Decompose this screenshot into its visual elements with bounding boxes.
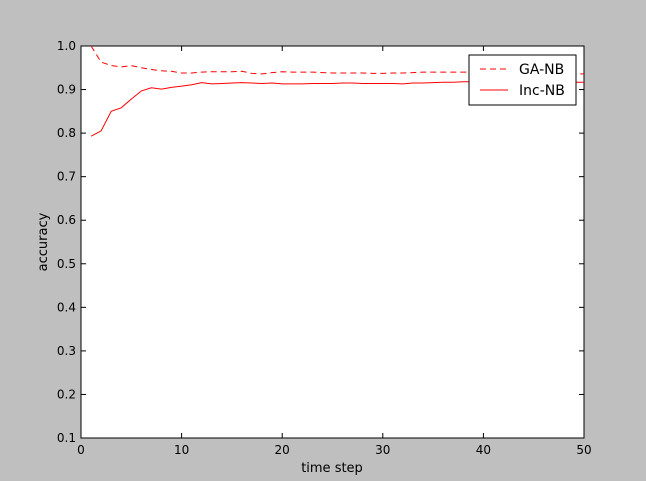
chart-figure: 0 10 20 30 40 50 0.1 0.2 0.3 0.4 0.5 0.6 0.7 0.8 0.9 1.… bbox=[4, 4, 642, 481]
y-tick-label: 0.3 bbox=[57, 344, 76, 358]
y-tick-label: 0.2 bbox=[57, 387, 76, 401]
legend: GA-NB Inc-NB bbox=[468, 54, 577, 106]
legend-box bbox=[468, 54, 577, 106]
x-tick-label: 50 bbox=[576, 443, 591, 457]
y-tick-label: 0.1 bbox=[57, 431, 76, 445]
y-axis-label: accuracy bbox=[36, 212, 51, 271]
y-tick-label: 0.9 bbox=[57, 83, 76, 97]
plot-area bbox=[80, 45, 585, 439]
y-tick-label: 0.6 bbox=[57, 213, 76, 227]
y-tick-label: 0.8 bbox=[57, 126, 76, 140]
x-tick-label: 20 bbox=[275, 443, 290, 457]
y-tick-label: 0.4 bbox=[57, 300, 76, 314]
x-tick-label: 0 bbox=[77, 443, 85, 457]
x-tick-label: 30 bbox=[375, 443, 390, 457]
y-tick-label: 1.0 bbox=[57, 39, 76, 53]
line-chart: 0 10 20 30 40 50 0.1 0.2 0.3 0.4 0.5 0.6 0.7 0.8 0.9 1.… bbox=[36, 39, 592, 476]
y-tick-label: 0.5 bbox=[57, 257, 76, 271]
x-axis-label: time step bbox=[301, 461, 363, 476]
x-tick-label: 40 bbox=[476, 443, 491, 457]
x-tick-label: 10 bbox=[174, 443, 189, 457]
legend-label-ga-nb: GA-NB bbox=[519, 62, 564, 78]
legend-label-inc-nb: Inc-NB bbox=[519, 83, 565, 99]
y-tick-label: 0.7 bbox=[57, 170, 76, 184]
